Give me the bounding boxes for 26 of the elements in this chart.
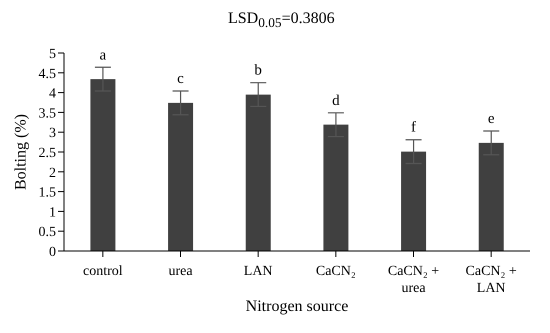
annotation: d [332, 92, 340, 109]
x-tick-label: CaCN₂ [316, 264, 356, 279]
x-tick-label: urea [168, 264, 194, 279]
annotation: e [488, 111, 495, 128]
y-axis-title: Bolting (%) [12, 114, 30, 190]
x-tick-label: CaCN₂ + LAN [466, 264, 517, 296]
x-tick-label: LAN [244, 264, 273, 279]
x-tick-label: CaCN₂ + urea [388, 264, 440, 296]
annotation: c [177, 71, 184, 88]
annotation: a [99, 47, 106, 64]
y-tick-label: 2 [49, 166, 56, 181]
y-tick-label: 1.5 [38, 186, 56, 201]
y-tick-label: 1 [49, 205, 56, 220]
x-axis-title: Nitrogen source [246, 298, 348, 315]
annotation: f [411, 120, 416, 136]
y-tick-label: 0 [49, 244, 56, 260]
y-tick-label: 0.5 [38, 225, 56, 240]
y-tick-label: 4.5 [38, 66, 56, 82]
annotation: b [254, 62, 262, 79]
y-tick-label: 2.5 [38, 146, 56, 161]
y-tick-label: 5 [49, 46, 56, 62]
y-tick-label: 3.5 [38, 106, 56, 122]
text: LSD$_{0.05}$=0.3806 [228, 10, 335, 32]
y-tick-label: 4 [49, 86, 56, 102]
y-tick-label: 3 [49, 126, 56, 142]
x-tick-label: control [83, 264, 123, 279]
